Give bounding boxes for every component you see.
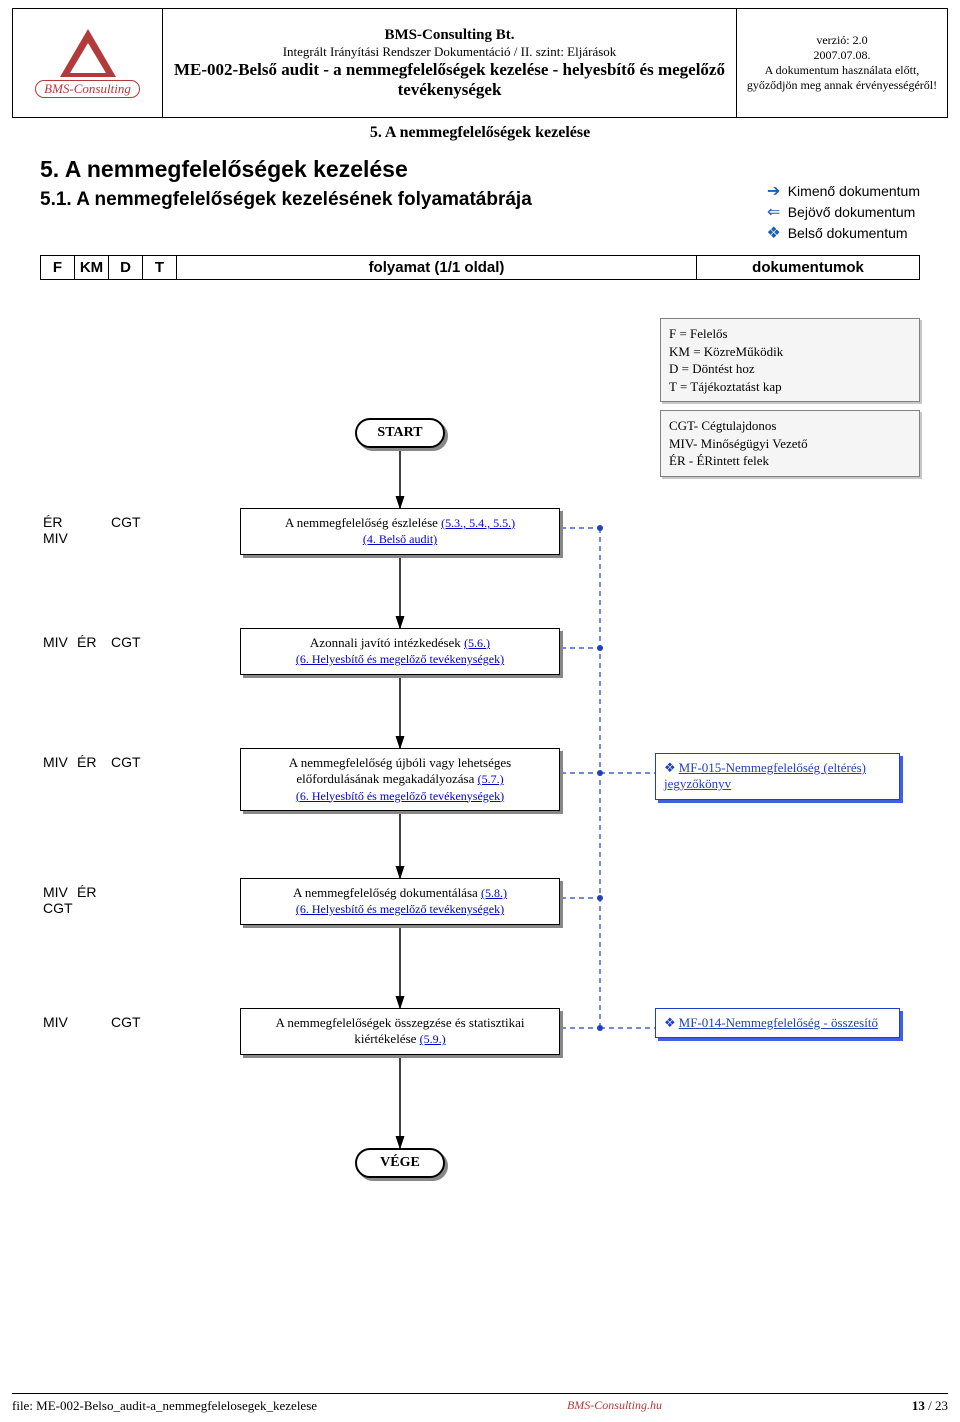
page-footer: file: ME-002-Belso_audit-a_nemmegfelelos… xyxy=(12,1393,948,1414)
process-box: A nemmegfelelőség újbóli vagy lehetséges… xyxy=(240,748,560,811)
section-bar: 5. A nemmegfelelőségek kezelése xyxy=(12,124,948,142)
footer-page: 13 / 23 xyxy=(912,1398,948,1414)
role-F: MIV xyxy=(40,1014,74,1030)
diamond-icon: ❖ xyxy=(664,760,676,775)
col-F: F xyxy=(41,256,75,280)
process-box: Azonnali javító intézkedések (5.6.) (6. H… xyxy=(240,628,560,675)
process-ref-link[interactable]: (5.3., 5.4., 5.5.) xyxy=(441,516,515,530)
header-subtitle: Integrált Irányítási Rendszer Dokumentác… xyxy=(169,44,730,60)
role-cell: MIVÉRCGT xyxy=(40,634,164,666)
legend-doc-types: ➔Kimenő dokumentum ⇐Bejövő dokumentum ❖B… xyxy=(764,180,920,244)
legend-label: Kimenő dokumentum xyxy=(788,183,920,199)
col-T: T xyxy=(143,256,177,280)
doc-link[interactable]: MF-014-Nemmegfelelőség - összesítő xyxy=(679,1015,878,1030)
process-ref-link[interactable]: (5.9.) xyxy=(420,1032,446,1046)
start-node: START xyxy=(355,418,445,448)
legend-row: ❖Belső dokumentum xyxy=(764,223,920,243)
role-D: CGT xyxy=(108,754,148,770)
footer-brand: BMS-Consulting.hu xyxy=(567,1398,662,1414)
role-F: MIV xyxy=(40,884,74,900)
process-text: A nemmegfelelőségek összegzése és statis… xyxy=(275,1015,524,1046)
doc-box: ❖MF-014-Nemmegfelelőség - összesítő xyxy=(655,1008,900,1038)
process-ref-link[interactable]: (5.6.) xyxy=(464,636,490,650)
logo-text: BMS-Consulting xyxy=(35,80,140,98)
doc-box: ❖MF-015-Nemmegfelelőség (eltérés) jegyző… xyxy=(655,753,900,800)
role-F: MIV xyxy=(40,634,74,650)
flow-table-header: F KM D T folyamat (1/1 oldal) dokumentum… xyxy=(40,255,920,280)
role-F: ÉR xyxy=(40,514,74,530)
company-name: BMS-Consulting Bt. xyxy=(169,27,730,44)
doc-title: ME-002-Belső audit - a nemmegfelelőségek… xyxy=(169,60,730,99)
legend-row: ➔Kimenő dokumentum xyxy=(764,181,920,201)
process-ref-link[interactable]: (6. Helyesbítő és megelőző tevékenységek… xyxy=(296,789,504,803)
diamond-icon: ❖ xyxy=(764,223,784,243)
role-cell: MIVÉRCGT xyxy=(40,884,164,916)
role-KM: ÉR xyxy=(74,634,108,650)
legend-row: ⇐Bejövő dokumentum xyxy=(764,202,920,222)
role-cell: MIVÉRCGT xyxy=(40,754,164,786)
diamond-icon: ❖ xyxy=(664,1015,676,1030)
process-box: A nemmegfelelőségek összegzése és statis… xyxy=(240,1008,560,1055)
process-text: A nemmegfelelőség dokumentálása xyxy=(293,885,481,900)
role-cell: MIV CGT xyxy=(40,1014,164,1046)
logo-triangle-icon xyxy=(60,29,116,77)
role-cell: ÉR CGT MIV xyxy=(40,514,164,546)
role-F: MIV xyxy=(40,754,74,770)
role-D: CGT xyxy=(108,514,148,530)
header-right: verzió: 2.0 2007.07.08. A dokumentum has… xyxy=(737,9,947,117)
col-D: D xyxy=(109,256,143,280)
role-T: MIV xyxy=(40,530,80,546)
legend-label: Bejövő dokumentum xyxy=(788,204,916,220)
process-text: A nemmegfelelőség észlelése xyxy=(285,515,441,530)
process-ref-link[interactable]: (6. Helyesbítő és megelőző tevékenységek… xyxy=(296,902,504,916)
doc-link[interactable]: MF-015-Nemmegfelelőség (eltérés) jegyzők… xyxy=(664,760,866,791)
version-warning: A dokumentum használata előtt, győződjön… xyxy=(743,63,941,93)
role-T: CGT xyxy=(40,900,80,916)
process-ref-link[interactable]: (4. Belső audit) xyxy=(363,532,437,546)
version-label: verzió: 2.0 xyxy=(743,33,941,48)
role-D: CGT xyxy=(108,634,148,650)
role-KM: ÉR xyxy=(74,754,108,770)
col-docs: dokumentumok xyxy=(697,256,920,280)
process-ref-link[interactable]: (5.8.) xyxy=(481,886,507,900)
col-KM: KM xyxy=(75,256,109,280)
legend-label: Belső dokumentum xyxy=(788,225,908,241)
version-date: 2007.07.08. xyxy=(743,48,941,63)
title-1: 5. A nemmegfelelőségek kezelése xyxy=(40,156,960,183)
footer-file: file: ME-002-Belso_audit-a_nemmegfelelos… xyxy=(12,1398,317,1414)
process-box: A nemmegfelelőség dokumentálása (5.8.) (6… xyxy=(240,878,560,925)
process-text: Azonnali javító intézkedések xyxy=(310,635,464,650)
role-KM: ÉR xyxy=(74,884,108,900)
process-ref-link[interactable]: (5.7.) xyxy=(478,772,504,786)
logo-cell: BMS-Consulting xyxy=(13,9,163,117)
col-process: folyamat (1/1 oldal) xyxy=(177,256,697,280)
end-node: VÉGE xyxy=(355,1148,445,1178)
arrow-right-icon: ➔ xyxy=(764,181,784,201)
header-center: BMS-Consulting Bt. Integrált Irányítási … xyxy=(163,9,737,117)
role-D: CGT xyxy=(108,1014,148,1030)
flow-connectors xyxy=(40,318,920,1318)
flowchart-area: START ÉRCGTMIVA nemmegfelelőség észlelés… xyxy=(40,318,920,1318)
arrow-left-icon: ⇐ xyxy=(764,202,784,222)
process-box: A nemmegfelelőség észlelése (5.3., 5.4.,… xyxy=(240,508,560,555)
page-header: BMS-Consulting BMS-Consulting Bt. Integr… xyxy=(12,8,948,118)
process-ref-link[interactable]: (6. Helyesbítő és megelőző tevékenységek… xyxy=(296,652,504,666)
